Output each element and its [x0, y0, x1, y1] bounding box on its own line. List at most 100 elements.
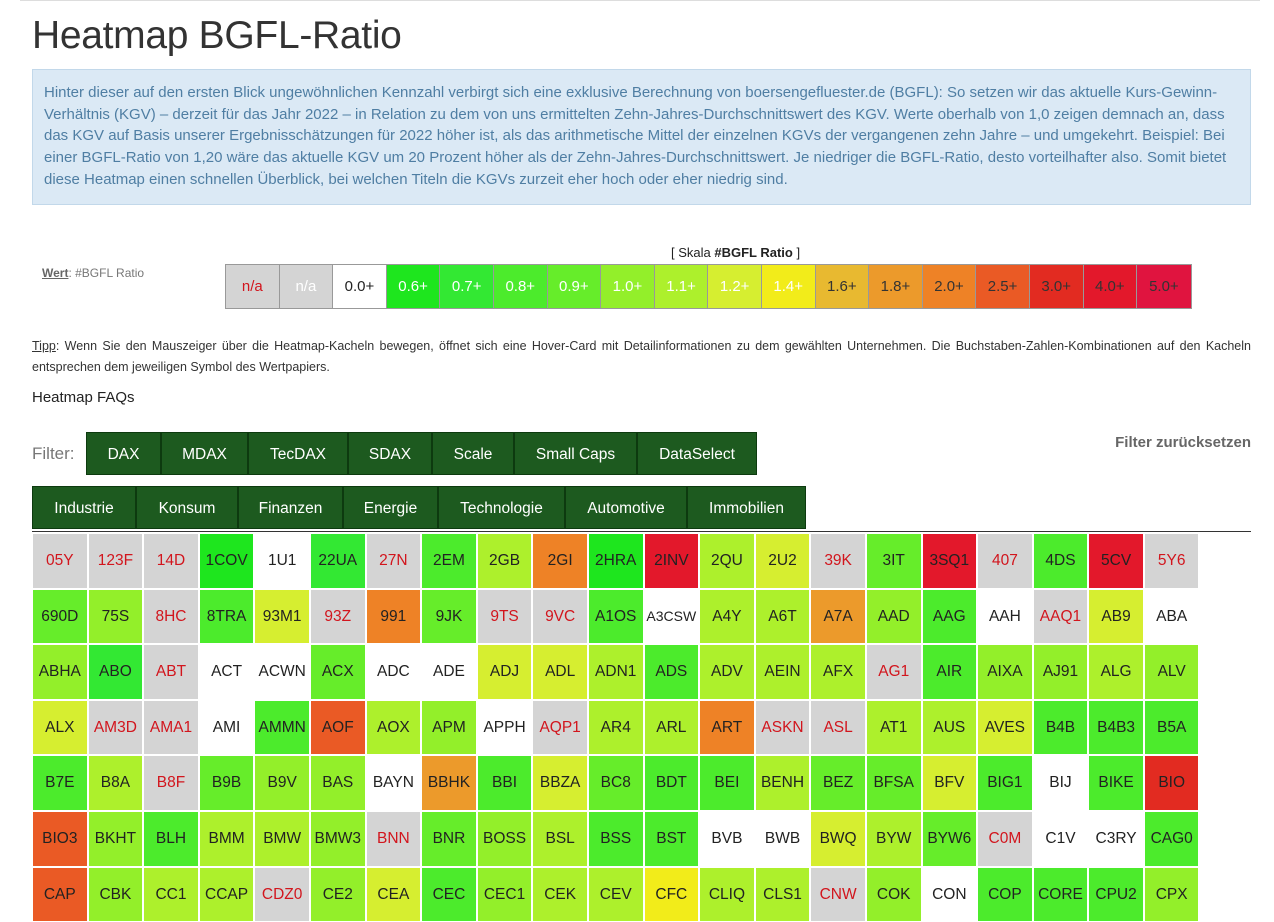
- heatmap-tile[interactable]: 9JK: [421, 588, 477, 645]
- heatmap-tile[interactable]: CC1: [143, 866, 199, 922]
- heatmap-tile[interactable]: BFV: [921, 755, 978, 811]
- heatmap-tile[interactable]: A3CSW: [643, 588, 700, 645]
- heatmap-tile[interactable]: 8TRA: [198, 588, 255, 645]
- heatmap-tile[interactable]: BBZA: [532, 755, 588, 811]
- heatmap-tile[interactable]: BMW: [254, 810, 310, 867]
- heatmap-tile[interactable]: APPH: [476, 699, 533, 756]
- heatmap-tile[interactable]: AIR: [921, 644, 978, 700]
- heatmap-tile[interactable]: A1OS: [587, 588, 644, 645]
- heatmap-tile[interactable]: 22UA: [309, 533, 366, 589]
- heatmap-tile[interactable]: CPU2: [1088, 866, 1144, 922]
- heatmap-tile[interactable]: 2GI: [532, 533, 588, 589]
- heatmap-tile[interactable]: C1V: [1032, 810, 1089, 867]
- reset-filter-link[interactable]: Filter zurücksetzen: [1115, 434, 1251, 451]
- heatmap-tile[interactable]: BWQ: [810, 810, 866, 867]
- heatmap-tile[interactable]: ADJ: [476, 644, 533, 700]
- filter-scale-button[interactable]: Scale: [432, 432, 514, 475]
- heatmap-tile[interactable]: ASKN: [754, 699, 811, 756]
- heatmap-tile[interactable]: 2HRA: [587, 533, 644, 589]
- heatmap-tile[interactable]: CLS1: [754, 866, 811, 922]
- heatmap-tile[interactable]: BVB: [699, 810, 755, 867]
- heatmap-tile[interactable]: 690D: [32, 588, 88, 645]
- filter-dataselect-button[interactable]: DataSelect: [637, 432, 757, 475]
- heatmap-tile[interactable]: CCAP: [198, 866, 255, 922]
- heatmap-tile[interactable]: 14D: [143, 533, 199, 589]
- heatmap-tile[interactable]: BIO: [1143, 755, 1200, 811]
- heatmap-tile[interactable]: 2EM: [421, 533, 477, 589]
- heatmap-tile[interactable]: BIKE: [1088, 755, 1144, 811]
- heatmap-tile[interactable]: 9VC: [532, 588, 588, 645]
- heatmap-tile[interactable]: CEA: [365, 866, 422, 922]
- heatmap-tile[interactable]: A4Y: [699, 588, 755, 645]
- heatmap-tile[interactable]: 39K: [810, 533, 866, 589]
- heatmap-tile[interactable]: AR4: [587, 699, 644, 756]
- heatmap-tile[interactable]: BIO3: [32, 810, 88, 867]
- heatmap-tile[interactable]: ADE: [421, 644, 477, 700]
- heatmap-tile[interactable]: CORE: [1032, 866, 1089, 922]
- heatmap-tile[interactable]: BAYN: [365, 755, 422, 811]
- heatmap-tile[interactable]: 93M1: [254, 588, 310, 645]
- heatmap-tile[interactable]: ALG: [1088, 644, 1144, 700]
- heatmap-tile[interactable]: AG1: [865, 644, 922, 700]
- heatmap-tile[interactable]: AOX: [365, 699, 422, 756]
- heatmap-tile[interactable]: CAP: [32, 866, 88, 922]
- sector-technologie-button[interactable]: Technologie: [438, 486, 565, 529]
- heatmap-tile[interactable]: AIXA: [977, 644, 1033, 700]
- heatmap-tile[interactable]: BKHT: [87, 810, 144, 867]
- heatmap-tile[interactable]: BC8: [587, 755, 644, 811]
- heatmap-tile[interactable]: B9B: [198, 755, 255, 811]
- sector-immobilien-button[interactable]: Immobilien: [687, 486, 806, 529]
- heatmap-tile[interactable]: BIG1: [977, 755, 1033, 811]
- heatmap-tile[interactable]: BMM: [198, 810, 255, 867]
- heatmap-tile[interactable]: AEIN: [754, 644, 811, 700]
- heatmap-tile[interactable]: BIJ: [1032, 755, 1089, 811]
- heatmap-tile[interactable]: BSL: [532, 810, 588, 867]
- heatmap-tile[interactable]: C0M: [977, 810, 1033, 867]
- heatmap-tile[interactable]: CE2: [309, 866, 366, 922]
- heatmap-tile[interactable]: CBK: [87, 866, 144, 922]
- heatmap-tile[interactable]: 2U2: [754, 533, 811, 589]
- heatmap-tile[interactable]: ABA: [1143, 588, 1200, 645]
- heatmap-tile[interactable]: AMA1: [143, 699, 199, 756]
- heatmap-tile[interactable]: AAD: [865, 588, 922, 645]
- heatmap-tile[interactable]: AAH: [977, 588, 1033, 645]
- heatmap-tile[interactable]: AJ91: [1032, 644, 1089, 700]
- heatmap-tile[interactable]: CNW: [810, 866, 866, 922]
- heatmap-tile[interactable]: ADC: [365, 644, 422, 700]
- heatmap-tile[interactable]: 9TS: [476, 588, 533, 645]
- heatmap-tile[interactable]: AQP1: [532, 699, 588, 756]
- heatmap-tile[interactable]: 5CV: [1088, 533, 1144, 589]
- heatmap-tile[interactable]: CAG0: [1143, 810, 1200, 867]
- heatmap-tile[interactable]: B9V: [254, 755, 310, 811]
- filter-dax-button[interactable]: DAX: [86, 432, 161, 475]
- heatmap-tile[interactable]: ADS: [643, 644, 700, 700]
- heatmap-tile[interactable]: 3SQ1: [921, 533, 978, 589]
- heatmap-tile[interactable]: COK: [865, 866, 922, 922]
- heatmap-tile[interactable]: BAS: [309, 755, 366, 811]
- heatmap-tile[interactable]: BEI: [699, 755, 755, 811]
- heatmap-tile[interactable]: CLIQ: [699, 866, 755, 922]
- heatmap-tile[interactable]: B8F: [143, 755, 199, 811]
- sector-energie-button[interactable]: Energie: [343, 486, 438, 529]
- heatmap-tile[interactable]: 991: [365, 588, 422, 645]
- heatmap-tile[interactable]: AM3D: [87, 699, 144, 756]
- heatmap-tile[interactable]: 05Y: [32, 533, 88, 589]
- heatmap-tile[interactable]: AAG: [921, 588, 978, 645]
- heatmap-tile[interactable]: B7E: [32, 755, 88, 811]
- heatmap-faqs-link[interactable]: Heatmap FAQs: [32, 389, 135, 406]
- heatmap-tile[interactable]: BFSA: [865, 755, 922, 811]
- filter-mdax-button[interactable]: MDAX: [161, 432, 248, 475]
- heatmap-tile[interactable]: COP: [977, 866, 1033, 922]
- heatmap-tile[interactable]: C3RY: [1088, 810, 1144, 867]
- heatmap-tile[interactable]: ACT: [198, 644, 255, 700]
- heatmap-tile[interactable]: ADN1: [587, 644, 644, 700]
- heatmap-tile[interactable]: BNN: [365, 810, 422, 867]
- heatmap-tile[interactable]: AOF: [309, 699, 366, 756]
- heatmap-tile[interactable]: 407: [977, 533, 1033, 589]
- heatmap-tile[interactable]: BDT: [643, 755, 700, 811]
- heatmap-tile[interactable]: ART: [699, 699, 755, 756]
- sector-finanzen-button[interactable]: Finanzen: [238, 486, 343, 529]
- heatmap-tile[interactable]: BEZ: [810, 755, 866, 811]
- heatmap-tile[interactable]: ABO: [87, 644, 144, 700]
- heatmap-tile[interactable]: BWB: [754, 810, 811, 867]
